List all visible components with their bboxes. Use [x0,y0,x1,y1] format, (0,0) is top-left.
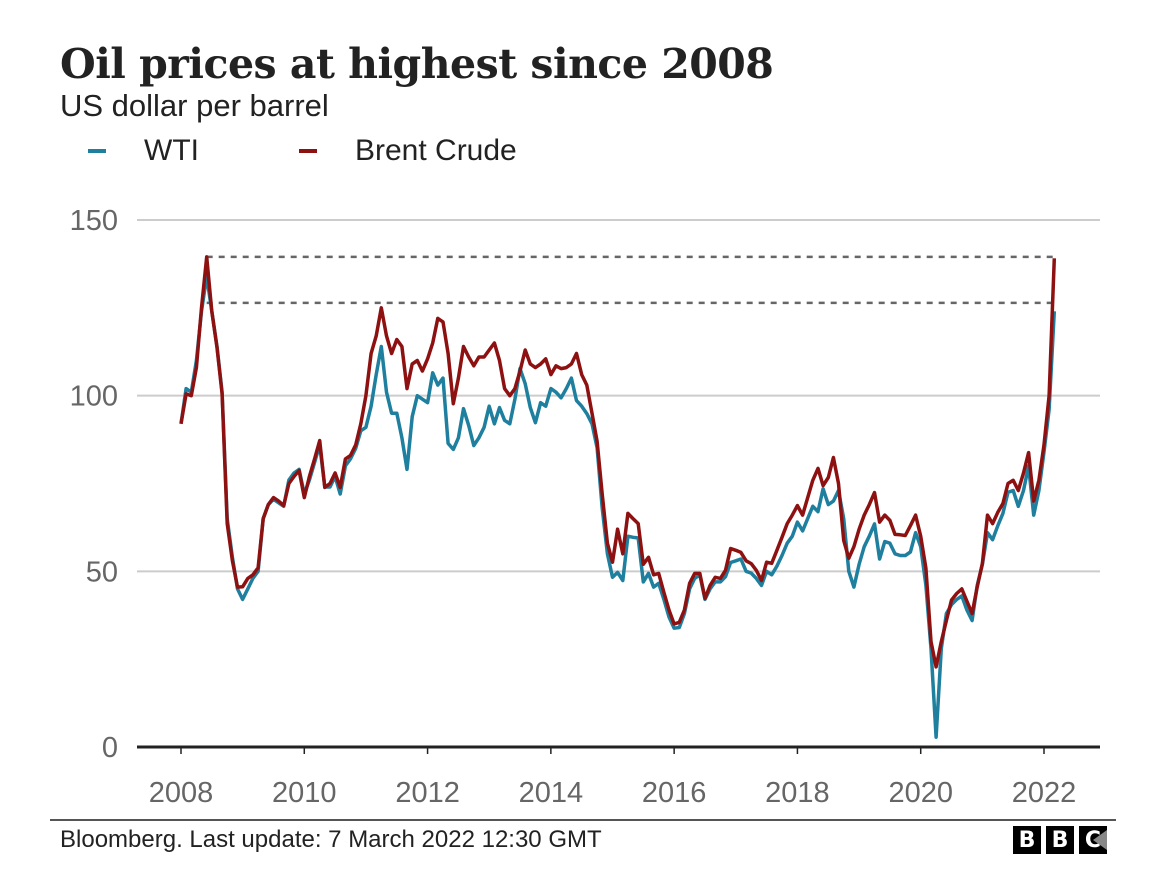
x-tick-label: 2022 [1012,777,1077,809]
y-tick-label: 0 [102,732,118,764]
y-tick-label: 50 [86,556,118,588]
y-tick-label: 150 [70,205,118,237]
legend-swatch-wti [88,149,106,153]
legend-label-wti: WTI [144,134,199,167]
x-tick-label: 2016 [642,777,707,809]
y-tick-label: 100 [70,381,118,413]
x-tick-label: 2020 [888,777,953,809]
legend-item-brent: Brent Crude [298,134,517,168]
footer-divider [50,819,1116,821]
legend-swatch-brent [298,149,317,153]
chart-subtitle: US dollar per barrel [60,88,329,123]
x-tick-label: 2018 [765,777,830,809]
series-line-wti [179,274,1057,739]
x-tick-label: 2014 [519,777,584,809]
x-tick-label: 2008 [149,777,214,809]
series-line-brent-crude [179,255,1057,669]
x-tick-label: 2012 [395,777,460,809]
legend: WTI Brent Crude [88,134,555,168]
chart-title: Oil prices at highest since 2008 [60,40,774,88]
legend-item-wti: WTI [88,134,199,168]
source-note: Bloomberg. Last update: 7 March 2022 12:… [60,826,602,853]
bbc-logo: B B C [1013,826,1107,854]
legend-label-brent: Brent Crude [354,134,517,167]
x-tick-label: 2010 [272,777,337,809]
